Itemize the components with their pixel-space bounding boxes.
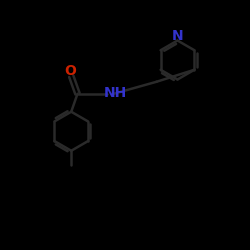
- Text: NH: NH: [104, 86, 126, 100]
- Text: N: N: [172, 29, 183, 43]
- Text: O: O: [64, 64, 76, 78]
